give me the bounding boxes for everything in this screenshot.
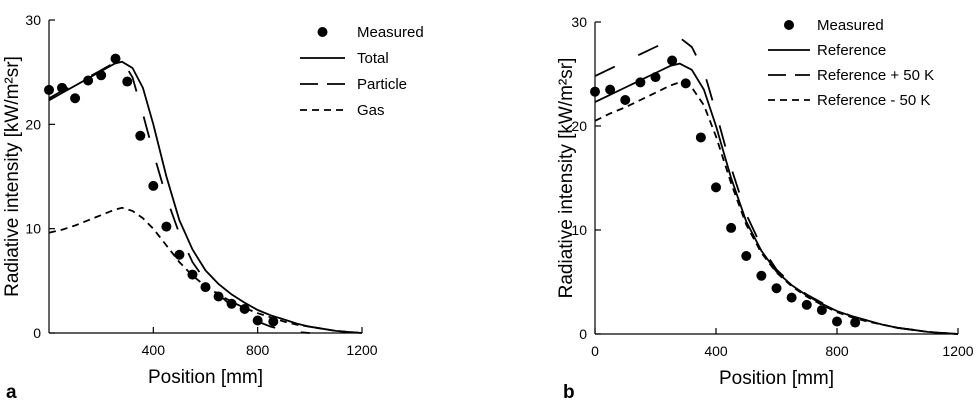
data-point-measured	[786, 292, 797, 303]
series-line-particle	[48, 58, 310, 334]
chart-panel-b: 0 10 20 30 0 400 800 1200 Position [mm] Radiative…	[556, 14, 974, 403]
legend-symbol-marker	[784, 20, 794, 30]
data-point-measured	[239, 304, 250, 315]
data-point-measured	[174, 249, 185, 260]
data-point-measured	[695, 132, 706, 143]
chart-panel-a: 0 10 20 30 400 800 1200 Position [mm] Radiative …	[2, 12, 424, 403]
data-point-measured	[801, 299, 812, 310]
x-axis-title: Position [mm]	[719, 368, 834, 389]
data-point-measured	[771, 283, 782, 294]
series-line-total	[48, 60, 363, 334]
legend-label: Particle	[357, 76, 407, 93]
data-point-measured	[620, 95, 631, 105]
y-tick-label: 10	[571, 222, 587, 238]
x-tick-label: 800	[246, 342, 270, 358]
data-point-measured	[605, 84, 616, 95]
data-point-measured	[213, 291, 224, 302]
x-tick-label: 0	[591, 343, 599, 359]
legend-label: Reference	[817, 42, 886, 59]
legend-symbol-marker	[317, 27, 328, 37]
legend-label: Reference + 50 K	[817, 67, 934, 84]
panel-letter: a	[6, 382, 17, 403]
data-point-measured	[148, 180, 159, 191]
data-point-measured	[832, 316, 842, 327]
x-tick-label: 800	[825, 343, 849, 359]
y-axis-title: Radiative intensity [kW/m²sr]	[556, 58, 577, 299]
data-point-measured	[44, 84, 54, 95]
data-point-measured	[850, 317, 861, 328]
data-point-measured	[70, 93, 81, 104]
data-point-measured	[711, 182, 721, 193]
y-tick-label: 30	[25, 12, 41, 28]
data-point-measured	[135, 130, 146, 141]
measured-markers	[44, 53, 279, 327]
series-line-gas	[48, 206, 363, 334]
y-tick-label: 10	[25, 221, 41, 237]
data-point-measured	[816, 305, 827, 316]
data-point-measured	[122, 76, 133, 87]
y-axis-title: Radiative intensity [kW/m²sr]	[2, 56, 23, 297]
panel-letter: b	[563, 382, 575, 403]
legend-label: Total	[357, 50, 389, 67]
y-tick-label: 20	[571, 118, 587, 134]
data-point-measured	[110, 53, 121, 64]
x-tick-label: 400	[704, 343, 728, 359]
y-tick-label: 0	[33, 325, 41, 341]
data-point-measured	[756, 270, 767, 281]
series-line-reference-50-k	[594, 81, 959, 335]
legend-label: Measured	[357, 24, 424, 41]
x-tick-label: 400	[142, 342, 166, 358]
data-point-measured	[590, 86, 600, 97]
data-point-measured	[161, 221, 172, 232]
legend-label: Measured	[817, 17, 884, 34]
data-point-measured	[680, 78, 691, 89]
legend: Measured Reference Reference + 50 K Referen…	[768, 17, 934, 109]
legend-label: Gas	[357, 102, 385, 119]
y-tick-label: 0	[579, 326, 587, 342]
x-axis-title: Position [mm]	[148, 367, 263, 388]
data-point-measured	[667, 55, 678, 66]
legend: Measured Total Particle Gas	[300, 24, 424, 119]
legend-label: Reference - 50 K	[817, 92, 930, 109]
x-tick-label: 1200	[942, 343, 973, 359]
data-point-measured	[268, 316, 279, 327]
y-tick-label: 20	[25, 116, 41, 132]
data-point-measured	[741, 251, 752, 261]
y-tick-label: 30	[571, 14, 587, 30]
data-point-measured	[726, 222, 737, 233]
x-tick-label: 1200	[346, 342, 377, 358]
